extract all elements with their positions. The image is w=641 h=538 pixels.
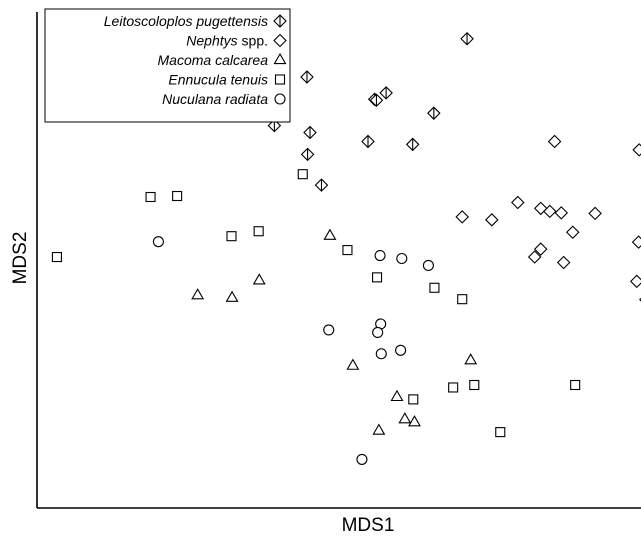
point-macoma-calcarea-4: [346, 358, 360, 370]
point-ennucula-tenuis-3: [51, 251, 62, 263]
legend-label-nephtys: Nephtys spp.: [186, 33, 268, 49]
legend-label-nuculana-radiata: Nuculana radiata: [162, 91, 268, 107]
legend-box: [44, 8, 291, 123]
point-nephtys-1: [632, 143, 641, 157]
legend-marker-macoma-calcarea: [273, 52, 287, 65]
legend-marker-ennucula-tenuis: [274, 74, 286, 85]
point-leitoscoloplos-pugettensis-2: [379, 86, 393, 100]
point-nephtys-13: [533, 242, 548, 256]
point-nuculana-radiata-2: [396, 252, 408, 265]
point-macoma-calcarea-1: [191, 288, 205, 300]
x-axis-label: MDS1: [342, 515, 395, 536]
data-points: [51, 32, 641, 465]
point-macoma-calcarea-8: [372, 423, 386, 435]
point-nuculana-radiata-0: [152, 236, 164, 248]
point-nephtys-6: [533, 201, 548, 216]
point-nuculana-radiata-6: [372, 326, 384, 338]
point-macoma-calcarea-7: [398, 412, 412, 424]
point-nephtys-8: [565, 225, 580, 240]
legend-label-ennucula-tenuis: Ennucula tenuis: [168, 72, 268, 88]
point-macoma-calcarea-3: [252, 273, 266, 285]
plot-area: [36, 12, 641, 509]
legend-marker-nuculana-radiata: [274, 93, 286, 105]
legend: Leitoscoloplos pugettensis Nephtys spp. Ma…: [44, 8, 291, 123]
point-leitoscoloplos-pugettensis-10: [314, 178, 329, 192]
point-nuculana-radiata-7: [375, 348, 387, 360]
point-ennucula-tenuis-10: [448, 382, 459, 393]
point-ennucula-tenuis-0: [172, 190, 183, 202]
point-nephtys-10: [556, 255, 571, 270]
point-nuculana-radiata-8: [395, 344, 407, 356]
point-ennucula-tenuis-1: [297, 169, 308, 180]
point-leitoscoloplos-pugettensis-6: [427, 106, 441, 120]
point-leitoscoloplos-pugettensis-3: [369, 93, 384, 108]
point-nephtys-7: [554, 206, 569, 220]
legend-label-macoma-calcarea: Macoma calcarea: [158, 52, 269, 68]
legend-marker-nephtys: [273, 33, 287, 48]
point-nephtys-12: [527, 250, 542, 264]
y-axis-label: MDS2: [10, 232, 31, 285]
point-nuculana-radiata-3: [422, 259, 434, 272]
point-ennucula-tenuis-8: [429, 282, 440, 293]
point-macoma-calcarea-2: [225, 290, 239, 302]
point-leitoscoloplos-pugettensis-11: [405, 137, 420, 152]
point-macoma-calcarea-9: [408, 415, 421, 427]
point-ennucula-tenuis-13: [570, 379, 581, 391]
point-ennucula-tenuis-7: [372, 272, 383, 283]
point-ennucula-tenuis-2: [145, 191, 156, 203]
point-ennucula-tenuis-5: [253, 226, 264, 237]
point-leitoscoloplos-pugettensis-0: [460, 32, 474, 46]
point-nephtys-3: [485, 213, 499, 227]
point-nephtys-2: [511, 195, 525, 210]
point-macoma-calcarea-0: [323, 228, 337, 240]
point-nuculana-radiata-9: [356, 453, 368, 465]
point-nephtys-11: [631, 235, 641, 249]
point-ennucula-tenuis-11: [469, 379, 480, 391]
legend-entries: Leitoscoloplos pugettensis Nephtys spp. Ma…: [104, 13, 287, 107]
point-leitoscoloplos-pugettensis-8: [267, 118, 282, 133]
point-leitoscoloplos-pugettensis-7: [300, 147, 315, 162]
point-nuculana-radiata-1: [374, 249, 386, 262]
point-ennucula-tenuis-6: [342, 245, 353, 256]
point-ennucula-tenuis-14: [495, 427, 506, 438]
point-leitoscoloplos-pugettensis-5: [303, 125, 317, 140]
point-macoma-calcarea-5: [464, 353, 478, 365]
point-nephtys-4: [455, 210, 469, 224]
point-leitoscoloplos-pugettensis-4: [300, 70, 314, 84]
point-nephtys-9: [588, 206, 602, 221]
point-leitoscoloplos-pugettensis-9: [361, 134, 375, 149]
point-nuculana-radiata-4: [323, 324, 335, 336]
point-ennucula-tenuis-9: [457, 294, 468, 305]
point-nephtys-0: [547, 134, 562, 149]
point-ennucula-tenuis-4: [226, 231, 237, 242]
legend-label-leitoscoloplos-pugettensis: Leitoscoloplos pugettensis: [104, 13, 268, 29]
point-macoma-calcarea-6: [390, 389, 404, 402]
legend-marker-leitoscoloplos-pugettensis: [273, 14, 287, 28]
point-ennucula-tenuis-12: [408, 394, 419, 405]
point-nephtys-14: [629, 274, 641, 289]
